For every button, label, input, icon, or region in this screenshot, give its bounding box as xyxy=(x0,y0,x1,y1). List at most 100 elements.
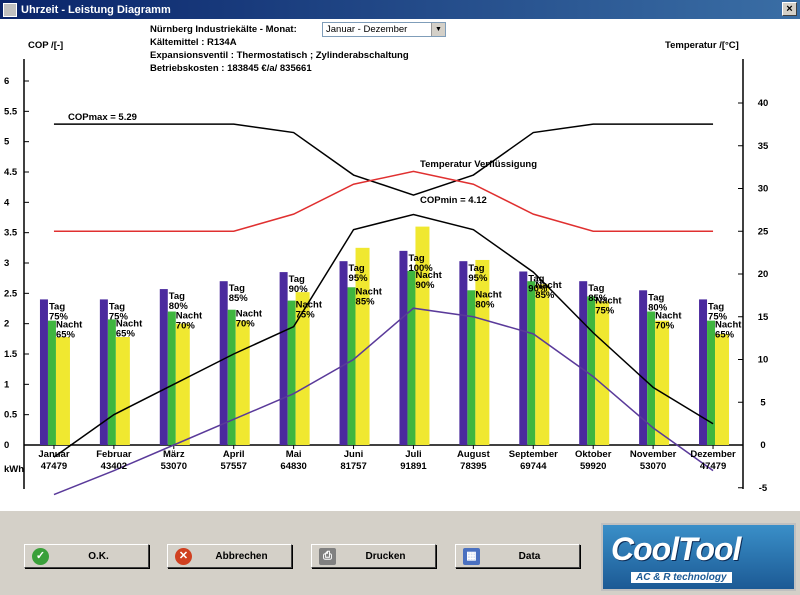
info-location: Nürnberg Industriekälte - Monat: xyxy=(150,24,297,35)
x-tick-label: März xyxy=(163,449,185,460)
y-tick-label: 1 xyxy=(4,379,10,390)
button-bar: ✓ O.K. ✕ Abbrechen ⎙ Drucken ▦ Data Cool… xyxy=(0,509,800,595)
data-button-label: Data xyxy=(518,551,541,562)
bar-märz-0 xyxy=(159,289,168,445)
cancel-icon: ✕ xyxy=(175,548,192,565)
annotation-cop-max: COPmax = 5.29 xyxy=(68,112,137,123)
y-tick-label: 1.5 xyxy=(4,349,18,360)
bar-märz-2 xyxy=(175,323,190,445)
day-label: Tag 90% xyxy=(528,273,548,294)
bar-mai-2 xyxy=(295,292,310,445)
y-tick-label: 3.5 xyxy=(4,228,18,239)
kwh-label: 59920 xyxy=(580,461,606,472)
day-label: Tag 75% xyxy=(109,301,129,322)
bar-august-1 xyxy=(467,290,476,445)
x-tick-label: Dezember xyxy=(690,449,736,460)
kwh-label: 78395 xyxy=(460,461,487,472)
y2-axis-title: Temperatur /[°C] xyxy=(665,40,739,51)
y2-tick-label: 40 xyxy=(758,98,769,109)
bar-juli-0 xyxy=(399,250,408,445)
x-tick-label: Januar xyxy=(38,449,69,460)
bar-mai-0 xyxy=(279,272,288,445)
bar-januar-0 xyxy=(39,299,48,445)
y2-tick-label: -5 xyxy=(759,483,768,494)
bar-november-0 xyxy=(639,290,648,445)
temp-purple-line xyxy=(53,307,714,496)
temp-condensing-line xyxy=(53,170,714,232)
y-tick-label: 0 xyxy=(4,440,9,451)
cancel-button[interactable]: ✕ Abbrechen xyxy=(167,544,292,568)
x-tick-label: September xyxy=(509,449,558,460)
print-button[interactable]: ⎙ Drucken xyxy=(311,544,436,568)
night-label: Nacht 85% xyxy=(535,280,562,301)
info-block: Nürnberg Industriekälte - Monat: Kältemi… xyxy=(150,23,409,75)
kwh-label: 43402 xyxy=(101,461,127,472)
bar-juli-1 xyxy=(407,270,416,445)
day-label: Tag 100% xyxy=(408,253,433,274)
bar-januar-2 xyxy=(55,337,70,445)
chart: 0 0.5 1 1.5 2 2.5 3 3.5 4 4.5 5 5.5 6 -5 0 5 10 15 20 25 30 3… xyxy=(4,40,769,496)
bar-september-2 xyxy=(535,284,550,445)
bar-april-1 xyxy=(227,309,236,445)
y2-tick-label: 35 xyxy=(758,141,769,152)
day-label: Tag 75% xyxy=(708,301,728,322)
night-label: Nacht 90% xyxy=(415,270,442,291)
day-label: Tag 80% xyxy=(648,292,668,313)
ok-button[interactable]: ✓ O.K. xyxy=(24,544,149,568)
bar-mai-1 xyxy=(287,300,296,445)
night-label: Nacht 70% xyxy=(176,311,203,332)
x-tick-label: November xyxy=(630,449,677,460)
night-label: Nacht 65% xyxy=(56,320,83,341)
y-tick-label: 0.5 xyxy=(4,410,18,421)
y-tick-label: 5.5 xyxy=(4,106,18,117)
window-title: Uhrzeit - Leistung Diagramm xyxy=(21,3,171,16)
x-tick-label: August xyxy=(457,449,491,460)
bar-februar-1 xyxy=(107,319,116,445)
x-tick-label: April xyxy=(223,449,245,460)
annotation-cop-min: COPmin = 4.12 xyxy=(420,195,487,206)
day-label: Tag 75% xyxy=(49,301,69,322)
app-icon xyxy=(3,2,17,17)
info-operating-costs: Betriebskosten : 183845 €/a/ 835661 xyxy=(150,63,312,74)
y-tick-label: 2.5 xyxy=(4,288,18,299)
bar-oktober-0 xyxy=(579,281,588,445)
close-button[interactable]: × xyxy=(782,2,797,16)
y-tick-label: 4 xyxy=(4,197,10,208)
info-refrigerant: Kältemittel : R134A xyxy=(150,37,237,48)
chevron-down-icon[interactable]: ▼ xyxy=(431,23,445,36)
bar-oktober-2 xyxy=(595,301,610,445)
kwh-label: 69744 xyxy=(520,461,547,472)
data-button[interactable]: ▦ Data xyxy=(455,544,580,568)
y-axis-title: COP /[-] xyxy=(28,40,63,51)
y-tick-label: 3 xyxy=(4,258,9,269)
bar-april-0 xyxy=(219,281,228,445)
bar-juli-2 xyxy=(415,226,430,445)
annotation-temp-condensing: Temperatur Verflüssigung xyxy=(420,159,537,170)
chart-panel: 0 0.5 1 1.5 2 2.5 3 3.5 4 4.5 5 5.5 6 -5 0 5 10 15 20 25 30 3… xyxy=(0,19,800,509)
bar-august-0 xyxy=(459,261,468,445)
cop-min-line xyxy=(53,213,714,458)
kwh-label: 47479 xyxy=(700,461,726,472)
kwh-label: 64830 xyxy=(280,461,306,472)
y2-tick-label: 25 xyxy=(758,226,769,237)
bar-februar-0 xyxy=(99,299,108,445)
bar-oktober-1 xyxy=(587,296,596,445)
table-icon: ▦ xyxy=(463,548,480,565)
bar-november-2 xyxy=(655,320,670,445)
bar-januar-1 xyxy=(47,320,56,445)
y2-tick-label: 20 xyxy=(758,269,769,280)
month-select[interactable]: Januar - Dezember ▼ xyxy=(322,22,446,37)
bar-dezember-1 xyxy=(707,320,716,445)
bar-juni-2 xyxy=(355,247,370,445)
kwh-label: 81757 xyxy=(340,461,366,472)
kwh-label: 47479 xyxy=(41,461,67,472)
bar-september-1 xyxy=(527,281,536,445)
night-label: Nacht 85% xyxy=(356,286,383,307)
kwh-label: 91891 xyxy=(400,461,427,472)
y2-tick-label: 0 xyxy=(760,440,765,451)
bar-juni-0 xyxy=(339,261,348,445)
ok-button-label: O.K. xyxy=(88,551,109,562)
day-label: Tag 85% xyxy=(588,283,608,304)
y-tick-label: 4.5 xyxy=(4,167,18,178)
check-icon: ✓ xyxy=(32,548,49,565)
